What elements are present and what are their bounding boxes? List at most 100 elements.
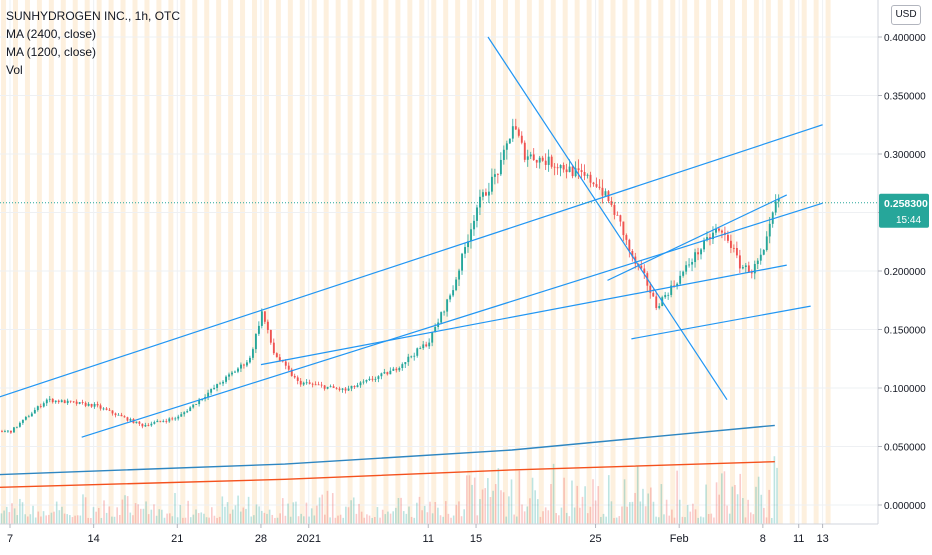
volume-bar (200, 512, 203, 524)
volume-bar (8, 512, 11, 524)
symbol-title[interactable]: SUNHYDROGEN INC., 1h, OTC (6, 9, 181, 23)
volume-bar (508, 496, 510, 524)
candle-body (440, 312, 443, 323)
legend-volume[interactable]: Vol (6, 63, 23, 77)
volume-bar (268, 509, 271, 524)
candle-body (147, 425, 150, 426)
volume-bar (444, 501, 447, 524)
volume-bar (32, 505, 34, 524)
volume-bar (342, 517, 345, 524)
candle-body (697, 252, 700, 255)
candle-body (694, 252, 697, 263)
volume-bar (55, 501, 58, 524)
volume-bar (776, 467, 778, 524)
candle-body (476, 207, 478, 221)
candle-body (649, 285, 652, 293)
candle-body (174, 418, 177, 420)
volume-bar (26, 516, 29, 524)
candle-body (652, 292, 655, 297)
volume-bar (260, 510, 263, 524)
session-stripe (825, 0, 831, 524)
candle-body (105, 408, 108, 410)
candle-body (195, 404, 198, 405)
candle-body (222, 381, 225, 384)
volume-bar (389, 513, 392, 524)
candle-body (604, 191, 607, 196)
candle-body (559, 165, 562, 169)
candle-body (320, 384, 323, 386)
candle-body (589, 174, 592, 183)
volume-bar (5, 506, 8, 524)
volume-bar (334, 517, 337, 524)
volume-bar (179, 504, 182, 524)
volume-bar (671, 509, 673, 524)
volume-bar (584, 486, 586, 524)
volume-bar (618, 516, 621, 524)
volume-bar (518, 470, 521, 524)
candle-body (386, 372, 389, 375)
candle-body (234, 371, 236, 373)
legend-ma-fast[interactable]: MA (1200, close) (6, 45, 97, 59)
volume-bar (568, 516, 571, 524)
candle-body (565, 169, 568, 173)
volume-bar (397, 498, 400, 524)
volume-bar (715, 482, 718, 524)
volume-bar (126, 496, 129, 524)
volume-bar (623, 479, 626, 524)
candle-body (488, 191, 490, 196)
session-stripe (407, 0, 413, 524)
volume-bar (492, 490, 494, 524)
candle-body (685, 265, 688, 272)
trendlines[interactable] (0, 36, 823, 438)
volume-bar (100, 517, 103, 524)
candle-body (568, 166, 571, 173)
candle-body (186, 411, 189, 413)
y-tick-label: 0.000000 (884, 501, 926, 512)
legend-ma-slow[interactable]: MA (2400, close) (6, 27, 97, 41)
volume-bar (665, 499, 668, 524)
volume-bar (76, 515, 79, 524)
volume-bar (366, 514, 368, 524)
candle-body (314, 384, 317, 386)
time-axis[interactable]: 7 14 21 28 2021 11 15 25 Feb 8 11 13 (7, 524, 829, 545)
volume-bar (476, 515, 479, 524)
candle-body (54, 400, 57, 403)
last-price-label: 0.258300 15:44 (879, 193, 929, 228)
trendline (260, 264, 787, 366)
volume-bar (247, 496, 250, 524)
volume-bar (463, 509, 465, 524)
volume-bar (500, 490, 502, 524)
y-tick-label: 0.300000 (884, 150, 926, 161)
price-axis[interactable]: 0.000000 0.050000 0.100000 0.150000 0.200000… (878, 33, 926, 512)
volume-bar (384, 514, 387, 524)
candle-body (452, 290, 455, 296)
volume-bar (529, 498, 531, 524)
volume-bar (74, 515, 76, 524)
candle-body (30, 413, 33, 417)
session-stripe (287, 0, 293, 524)
volume-bar (155, 515, 158, 524)
volume-bar (744, 517, 747, 524)
candle-body (63, 400, 66, 404)
currency-button[interactable]: USD (891, 5, 921, 25)
candle-body (482, 192, 484, 197)
session-stripe (36, 0, 42, 524)
candle-body (335, 387, 338, 389)
volume-bar (216, 517, 218, 524)
candle-body (529, 154, 532, 157)
candle-body (311, 383, 314, 385)
volume-bar (132, 515, 134, 524)
volume-bar (255, 504, 258, 524)
volume-bar (639, 501, 642, 524)
ma-fast-line (0, 461, 775, 489)
volume-bar (121, 499, 124, 524)
x-tick-label: 11 (793, 533, 804, 545)
session-stripes (1, 0, 831, 524)
candle-body (359, 382, 362, 386)
candle-body (377, 376, 380, 379)
volume-bar (418, 496, 421, 524)
candle-body (341, 388, 344, 390)
candle-body (738, 255, 741, 269)
